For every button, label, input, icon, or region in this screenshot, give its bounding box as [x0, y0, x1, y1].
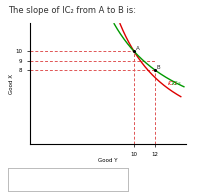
Y-axis label: Good X: Good X [9, 74, 14, 94]
Text: B: B [156, 65, 160, 69]
Text: $IC_2$: $IC_2$ [171, 79, 182, 88]
X-axis label: Good Y: Good Y [98, 158, 118, 163]
Text: $IC_1$: $IC_1$ [167, 79, 178, 88]
Text: The slope of IC₂ from A to B is:: The slope of IC₂ from A to B is: [8, 6, 136, 15]
Text: A: A [136, 46, 139, 51]
